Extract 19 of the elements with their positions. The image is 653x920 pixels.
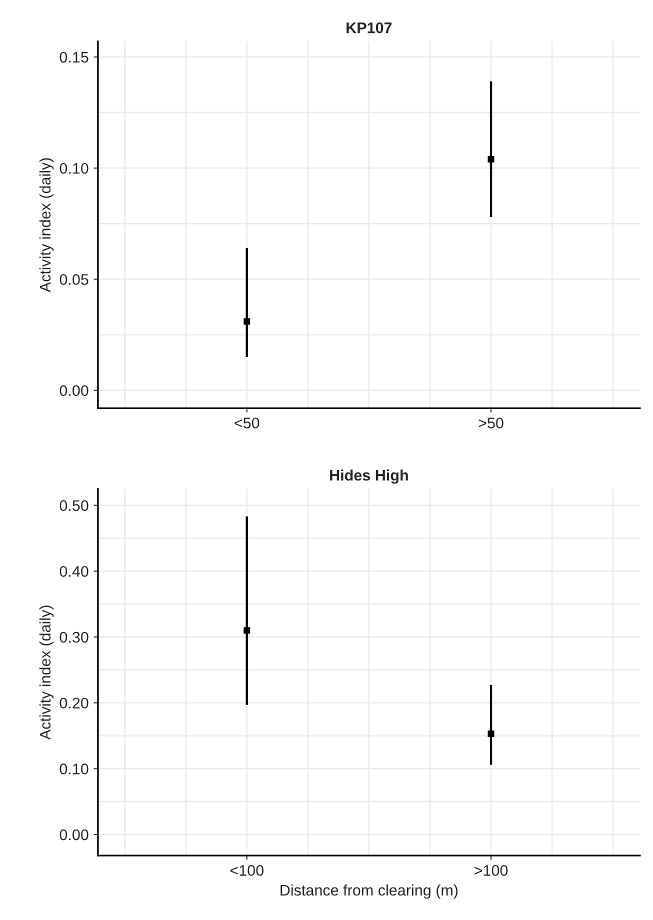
- y-tick-label: 0.30: [60, 632, 88, 643]
- y-axis-title: Activity index (daily): [39, 158, 54, 292]
- x-tick-label: <50: [234, 418, 260, 428]
- x-tick-label: >50: [478, 418, 504, 428]
- y-tick-label: 0.10: [60, 162, 88, 174]
- y-tick-label: 0.00: [60, 829, 88, 840]
- y-tick-label: 0.00: [60, 385, 88, 396]
- chart-title: KP107: [346, 22, 392, 34]
- y-tick-label: 0.20: [60, 698, 88, 709]
- y-tick-label: 0.10: [60, 764, 88, 774]
- x-tick-label: <100: [230, 865, 264, 876]
- x-tick-label: >100: [474, 865, 508, 876]
- y-tick-label: 0.05: [60, 274, 88, 285]
- chart-title: Hides High: [330, 469, 408, 484]
- y-tick-label: 0.40: [60, 566, 88, 577]
- y-tick-label: 0.15: [60, 52, 88, 63]
- x-axis-title: Distance from clearing (m): [280, 884, 458, 899]
- y-tick-label: 0.50: [60, 500, 88, 511]
- y-axis-title: Activity index (daily): [39, 606, 54, 740]
